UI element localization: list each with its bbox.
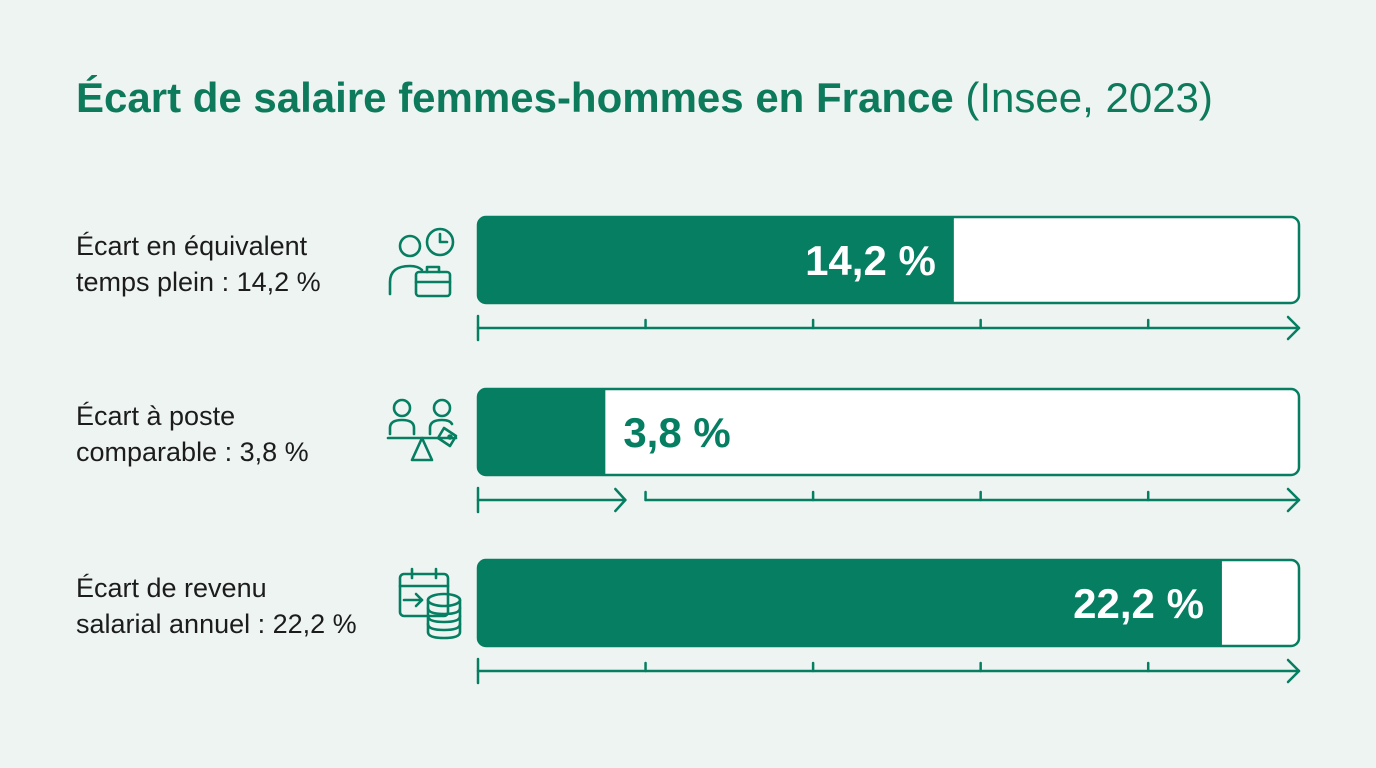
row-label-line: Écart à poste: [76, 401, 236, 431]
chart-title-main: Écart de salaire femmes-hommes en France: [76, 74, 954, 121]
bar-value-label: 14,2 %: [805, 237, 936, 284]
row-label-line: temps plein : 14,2 %: [76, 267, 321, 297]
row-label-line: Écart de revenu: [76, 573, 267, 603]
bar: [478, 560, 1222, 646]
axis-arrow: [1286, 487, 1301, 513]
calendar-coins-icon: [398, 567, 462, 640]
row-label-revenu-annuel: Écart de revenu salarial annuel : 22,2 %: [76, 570, 396, 642]
bar-value-label: 22,2 %: [1073, 580, 1204, 627]
row-label-poste-comparable: Écart à poste comparable : 3,8 %: [76, 398, 396, 470]
chart-title-source: (Insee, 2023): [965, 74, 1213, 121]
person-clock-briefcase-icon: [388, 227, 455, 298]
bar: [478, 389, 606, 475]
row-label-temps-plein: Écart en équivalent temps plein : 14,2 %: [76, 228, 396, 300]
row-label-line: Écart en équivalent: [76, 231, 308, 261]
row-label-line: comparable : 3,8 %: [76, 437, 309, 467]
bar-value-label: 3,8 %: [623, 409, 730, 456]
row-label-line: salarial annuel : 22,2 %: [76, 609, 357, 639]
axis-arrow: [1286, 658, 1301, 684]
axis-arrow: [1286, 315, 1301, 341]
people-balance-tag-icon: [386, 398, 458, 462]
bar: [478, 217, 954, 303]
chart-title: Écart de salaire femmes-hommes en France…: [76, 72, 1213, 124]
axis-arrow: [614, 487, 627, 513]
